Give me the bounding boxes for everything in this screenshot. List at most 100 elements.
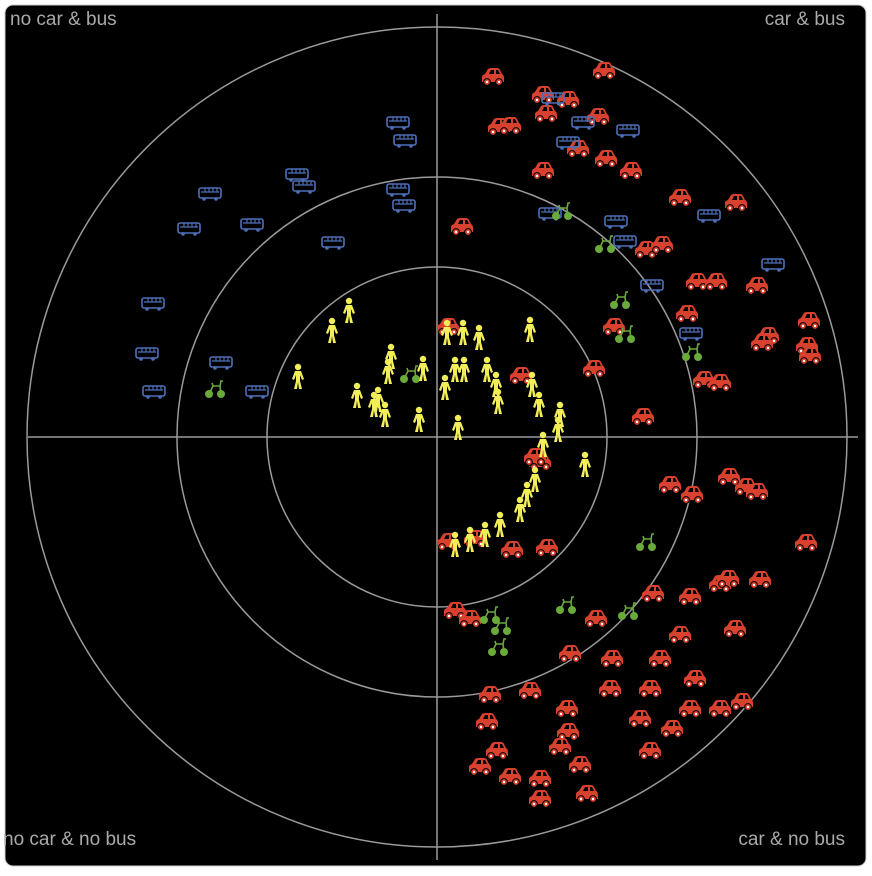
car-hub: [482, 698, 486, 702]
car-hub: [799, 349, 803, 353]
car-hub: [474, 622, 478, 626]
bus-wheel: [225, 366, 229, 370]
car-hub: [491, 725, 495, 729]
bus-marker: [616, 124, 640, 138]
car-hub: [539, 551, 543, 555]
car-marker: [529, 790, 551, 808]
car-hub: [560, 735, 564, 739]
bus-marker: [386, 183, 410, 197]
car-hub: [802, 359, 806, 363]
walker-head: [492, 371, 500, 379]
car-hub: [491, 130, 495, 134]
car-hub: [754, 346, 758, 350]
walk-marker: [457, 319, 469, 345]
walker-head: [531, 466, 539, 474]
car-marker: [679, 588, 701, 606]
bus-body: [393, 134, 417, 146]
car-hub: [635, 420, 639, 424]
car-hub: [559, 712, 563, 716]
walker-head: [483, 356, 491, 364]
car-marker: [669, 626, 691, 644]
bus-wheel: [213, 366, 217, 370]
walk-marker: [533, 391, 545, 417]
car-hub: [712, 712, 716, 716]
car-window: [536, 772, 547, 776]
bus-wheel: [181, 232, 185, 236]
bus-windows: [700, 210, 718, 215]
car-hub: [616, 662, 620, 666]
car-hub: [696, 498, 700, 502]
car-window: [564, 725, 575, 729]
car-marker: [651, 236, 673, 254]
car-marker: [632, 408, 654, 426]
bus-wheel: [244, 228, 248, 232]
car-window: [486, 688, 497, 692]
car-hub: [689, 285, 693, 289]
bus-wheel: [408, 209, 412, 213]
bus-wheel: [777, 268, 781, 272]
car-hub: [535, 174, 539, 178]
bike-frame: [559, 596, 574, 611]
car-window: [803, 339, 814, 343]
bus-wheel: [402, 126, 406, 130]
walker-body: [552, 424, 564, 442]
bus-wheel: [620, 134, 624, 138]
car-hub: [724, 386, 728, 390]
bus-windows: [212, 357, 230, 362]
bus-wheel: [202, 197, 206, 201]
walker-body: [537, 439, 549, 457]
bus-windows: [619, 125, 637, 130]
car-hub: [547, 174, 551, 178]
walker-head: [523, 481, 531, 489]
walker-head: [454, 414, 462, 422]
bus-body: [392, 199, 416, 211]
car-hub: [497, 80, 501, 84]
bus-wheel: [249, 395, 253, 399]
car-hub: [732, 582, 736, 586]
walker-body: [481, 364, 493, 382]
car-hub: [739, 632, 743, 636]
walk-marker: [479, 521, 491, 547]
car-hub: [539, 460, 543, 464]
car-marker: [661, 720, 683, 738]
walker-head: [387, 343, 395, 351]
car-hub: [642, 692, 646, 696]
car-hub: [623, 174, 627, 178]
car-window: [539, 164, 550, 168]
car-hub: [684, 638, 688, 642]
car-hub: [664, 732, 668, 736]
car-marker: [601, 650, 623, 668]
walker-head: [460, 356, 468, 364]
car-hub: [598, 162, 602, 166]
bus-wheel: [256, 228, 260, 232]
bus-wheel: [139, 357, 143, 361]
bike-marker: [618, 602, 638, 620]
car-marker: [499, 768, 521, 786]
car-window: [666, 478, 677, 482]
walk-marker: [449, 356, 461, 382]
car-window: [493, 744, 504, 748]
car-hub: [440, 545, 444, 549]
car-marker: [751, 334, 773, 352]
walker-head: [475, 324, 483, 332]
walker-head: [556, 401, 564, 409]
bus-wheel: [629, 245, 633, 249]
car-hub: [602, 692, 606, 696]
car-window: [764, 329, 775, 333]
bus-body: [209, 356, 233, 368]
car-marker: [749, 571, 771, 589]
rings: [26, 14, 858, 860]
walker-head: [494, 388, 502, 396]
walker-body: [379, 409, 391, 427]
car-window: [646, 744, 657, 748]
car-hub: [761, 495, 765, 499]
car-window: [686, 702, 697, 706]
car-hub: [535, 98, 539, 102]
bike-frame: [208, 380, 223, 395]
bus-body: [141, 297, 165, 309]
bus-marker: [135, 347, 159, 361]
car-hub: [574, 657, 578, 661]
walker-body: [533, 399, 545, 417]
bus-windows: [201, 188, 219, 193]
bus-marker: [386, 116, 410, 130]
